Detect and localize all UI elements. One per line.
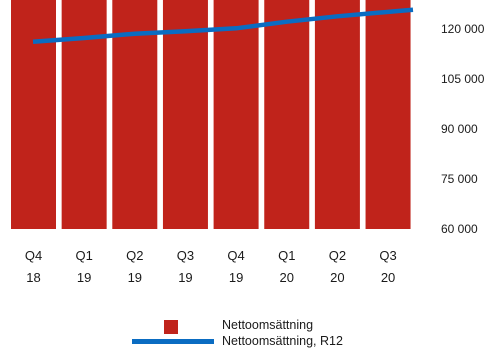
series-line-r12	[32, 7, 414, 44]
right-axis-tick-label: 105 000	[441, 72, 485, 86]
bar	[213, 0, 259, 229]
x-tick-label-year: 19	[77, 270, 91, 285]
legend-label-line: Nettoomsättning, R12	[222, 334, 343, 348]
bar	[61, 0, 107, 229]
x-tick-label-quarter: Q4	[25, 248, 42, 263]
right-axis-tick-label: 60 000	[441, 222, 478, 236]
right-axis-tick-label: 75 000	[441, 172, 478, 186]
bar	[162, 0, 208, 229]
x-tick-label-quarter: Q2	[329, 248, 346, 263]
x-tick-label-year: 19	[178, 270, 192, 285]
x-tick-label-year: 20	[280, 270, 294, 285]
x-tick-label-quarter: Q2	[126, 248, 143, 263]
x-tick-label-year: 19	[128, 270, 142, 285]
right-axis-tick-label: 120 000	[441, 22, 485, 36]
x-tick-label-quarter: Q3	[177, 248, 194, 263]
x-tick-label-quarter: Q1	[75, 248, 92, 263]
x-tick-label-year: 20	[330, 270, 344, 285]
x-tick-label-year: 20	[381, 270, 395, 285]
legend-swatch-line	[132, 339, 214, 344]
right-axis-tick-label: 90 000	[441, 122, 478, 136]
legend-label-bars: Nettoomsättning	[222, 318, 314, 332]
legend-item-bars: Nettoomsättning	[132, 318, 492, 334]
bar	[314, 0, 360, 229]
x-tick-label-year: 19	[229, 270, 243, 285]
bar	[112, 0, 158, 229]
bar	[365, 0, 411, 229]
x-tick-label-quarter: Q4	[227, 248, 244, 263]
legend-item-line: Nettoomsättning, R12	[132, 334, 492, 350]
x-tick-label-quarter: Q1	[278, 248, 295, 263]
x-tick-label-year: 18	[26, 270, 40, 285]
legend: Nettoomsättning Nettoomsättning, R12	[132, 318, 492, 350]
x-tick-label-quarter: Q3	[379, 248, 396, 263]
legend-swatch-bar	[164, 320, 178, 334]
bar	[264, 0, 310, 229]
bar	[11, 0, 56, 229]
